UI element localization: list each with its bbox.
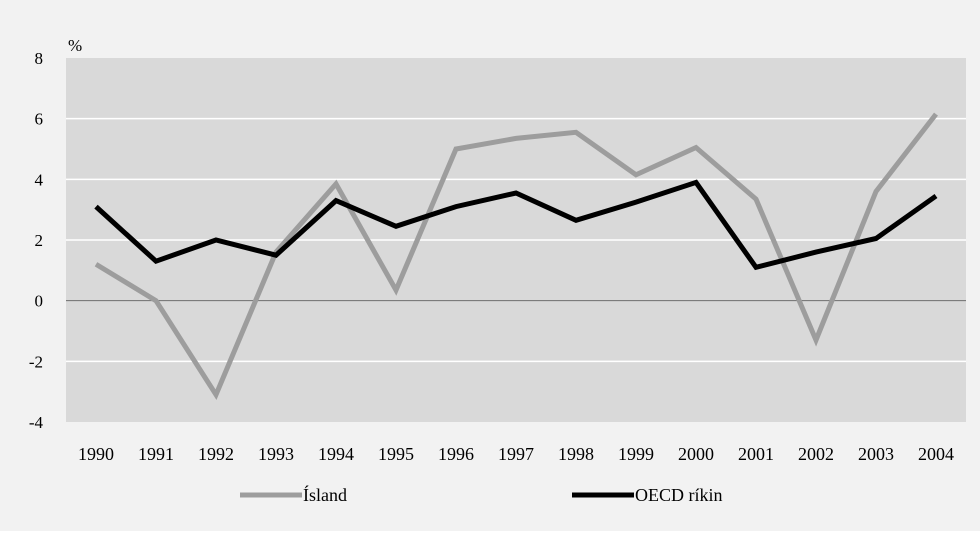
series-line-island — [94, 112, 938, 401]
y-unit-label: % — [68, 36, 82, 55]
x-tick-label: 2000 — [678, 444, 714, 464]
x-tick-label: 1994 — [318, 444, 354, 464]
y-tick-label: 8 — [35, 49, 44, 68]
y-tick-label: 0 — [35, 292, 44, 311]
y-tick-label: 4 — [35, 170, 44, 189]
x-tick-label: 1995 — [378, 444, 414, 464]
x-axis-ticks: 1990 1991 1992 1993 1994 1995 1996 1997 1998 1999… — [78, 444, 954, 464]
y-tick-label: -2 — [29, 352, 43, 371]
x-tick-label: 1990 — [78, 444, 114, 464]
legend-label-oecd: OECD ríkin — [635, 485, 723, 505]
x-tick-label: 2001 — [738, 444, 774, 464]
x-tick-label: 2002 — [798, 444, 834, 464]
x-tick-label: 1993 — [258, 444, 294, 464]
x-tick-label: 1997 — [498, 444, 534, 464]
legend: Ísland OECD ríkin — [240, 484, 723, 505]
y-tick-label: 6 — [35, 110, 44, 129]
x-tick-label: 1999 — [618, 444, 654, 464]
x-tick-label: 1992 — [198, 444, 234, 464]
x-tick-label: 2003 — [858, 444, 894, 464]
series-line-oecd — [94, 179, 938, 271]
y-tick-label: -4 — [29, 413, 44, 432]
x-tick-label: 1991 — [138, 444, 174, 464]
x-tick-label: 2004 — [918, 444, 954, 464]
y-axis-ticks: -4 -2 0 2 4 6 8 — [29, 49, 44, 432]
x-tick-label: 1998 — [558, 444, 594, 464]
y-tick-label: 2 — [35, 231, 44, 250]
legend-label-island: Ísland — [303, 484, 347, 505]
series-lines — [94, 112, 938, 401]
x-tick-label: 1996 — [438, 444, 474, 464]
